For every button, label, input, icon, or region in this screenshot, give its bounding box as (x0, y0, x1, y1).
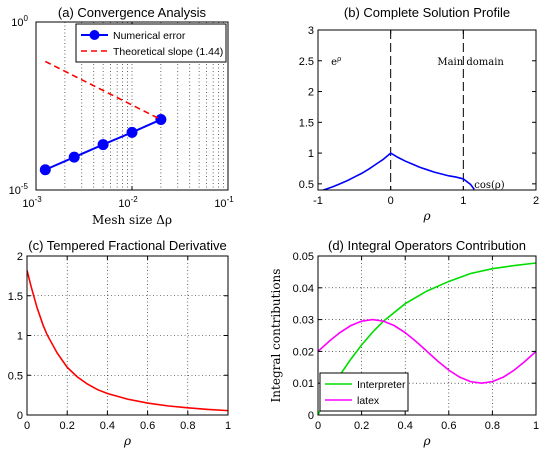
plot-frame-b (317, 29, 537, 191)
x-tick-label-a-0: 10-3 (22, 195, 42, 210)
y-tick-label-b-1: 1 (308, 148, 314, 160)
x-axis-label-b: ρ (422, 209, 430, 223)
data-point-a-0-1 (68, 151, 80, 163)
chart-panel-c: 0 0.2 0.4 0.6 0.8 1 0 0.5 1 1.5 2 (c) Tempered Frac… (8, 238, 231, 448)
x-tick-label-d-1: 0.2 (354, 420, 369, 432)
legend-entry-a-0: Numerical error (113, 30, 186, 42)
annotation-b-1: Main domain (437, 57, 504, 68)
y-tick-label-b-3: 2 (308, 87, 314, 99)
x-tick-label-c-4: 0.8 (180, 420, 195, 432)
y-tick-label-d-0: 0 (308, 410, 314, 422)
y-tick-label-b-5: 3 (308, 25, 314, 37)
y-tick-label-c-2: 1 (17, 331, 23, 343)
x-tick-label-d-2: 0.4 (398, 420, 413, 432)
x-tick-label-b-1: 0 (388, 195, 394, 207)
x-axis-label-d: ρ (422, 434, 430, 448)
chart-panel-a: 10-3 10-2 10-1 10-5 100 (a) Convergence Analy… (9, 5, 235, 227)
series-line-b-0 (320, 152, 475, 190)
y-tick-label-a-0: 10-5 (9, 182, 29, 197)
legend-entry-d-1: latex (357, 395, 380, 407)
grid-c (27, 256, 228, 415)
x-tick-label-c-3: 0.6 (140, 420, 155, 432)
y-tick-label-d-3: 0.03 (293, 315, 314, 327)
annotation-b-2: cos(ρ) (474, 180, 505, 191)
x-tick-label-a-1: 10-2 (118, 195, 138, 210)
y-axis-label-d: Integral contributions (269, 269, 283, 403)
chart-panel-b: -1 0 1 2 0.5 1 1.5 2 2.5 3 (b) Complete Solution P… (299, 5, 539, 223)
chart-title-a: (a) Convergence Analysis (58, 5, 207, 20)
data-point-a-0-3 (126, 126, 138, 138)
x-axis-label-c: ρ (123, 434, 131, 448)
x-axis-label-a: Mesh size Δρ (92, 213, 172, 227)
x-tick-label-b-2: 1 (460, 195, 466, 207)
x-tick-label-c-0: 0 (24, 420, 30, 432)
legend-d: Interpreter latex (319, 372, 409, 412)
series-line-d-1 (318, 318, 536, 385)
chart-title-b: (b) Complete Solution Profile (344, 5, 510, 20)
x-tick-label-c-1: 0.2 (60, 420, 75, 432)
y-tick-label-d-5: 0.05 (293, 251, 314, 263)
y-tick-label-c-4: 2 (17, 251, 23, 263)
x-tick-label-b-3: 2 (533, 195, 539, 207)
annotation-b-0: eρ (331, 55, 341, 68)
y-tick-label-c-0: 0 (17, 410, 23, 422)
legend-entry-a-1: Theoretical slope (1.44) (113, 46, 223, 58)
x-tick-label-d-0: 0 (315, 420, 321, 432)
x-tick-label-c-5: 1 (225, 420, 231, 432)
x-tick-label-c-2: 0.4 (100, 420, 115, 432)
x-tick-label-d-5: 1 (533, 420, 539, 432)
x-tick-label-b-0: -1 (313, 195, 323, 207)
chart-title-d: (d) Integral Operators Contribution (328, 238, 526, 253)
y-tick-label-c-1: 0.5 (8, 370, 23, 382)
x-tick-label-a-2: 10-1 (214, 195, 234, 210)
y-tick-label-d-1: 0.01 (293, 378, 314, 390)
x-tick-label-d-3: 0.6 (441, 420, 456, 432)
chart-title-c: (c) Tempered Fractional Derivative (28, 238, 226, 253)
series-line-c-0 (27, 270, 228, 412)
chart-panel-d: 0 0.2 0.4 0.6 0.8 1 0 0.01 0.02 0.03 0.04 0.05 (d) I… (269, 238, 539, 448)
legend-a: Numerical error Theoretical slope (1.44) (75, 23, 227, 63)
legend-entry-d-0: Interpreter (357, 379, 406, 391)
y-tick-label-d-2: 0.02 (293, 346, 314, 358)
data-point-a-0-4 (155, 114, 167, 126)
y-tick-label-d-4: 0.04 (293, 283, 314, 295)
data-point-a-0-0 (39, 164, 51, 176)
series-line-a-1 (44, 60, 162, 121)
x-tick-label-d-4: 0.8 (485, 420, 500, 432)
y-tick-label-b-0: 0.5 (299, 179, 314, 191)
data-point-a-0-2 (97, 139, 109, 151)
y-tick-label-b-2: 1.5 (299, 117, 314, 129)
y-tick-label-b-4: 2.5 (299, 56, 314, 68)
y-tick-label-a-1: 100 (11, 14, 28, 29)
plot-frame-d (317, 255, 537, 416)
y-tick-label-c-3: 1.5 (8, 291, 23, 303)
plot-frame-c (26, 255, 229, 416)
